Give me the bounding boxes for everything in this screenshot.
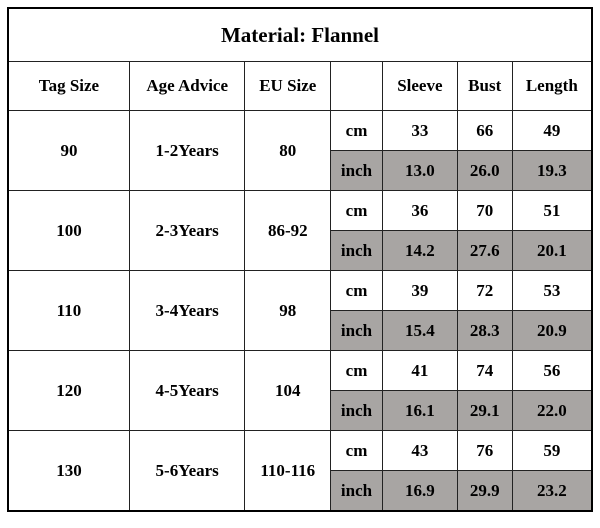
measure-cell: 41 [381, 350, 458, 391]
tag-size: 130 [7, 430, 130, 512]
measure-cell: 19.3 [511, 150, 593, 191]
header-cell: Length [511, 61, 593, 111]
eu-size: 104 [244, 350, 332, 431]
unit-cell: inch [330, 390, 383, 431]
eu-size: 80 [244, 110, 332, 191]
measure-cell: 13.0 [381, 150, 458, 191]
table-row: 110 3-4Years 98 cm 39 72 53 [7, 270, 593, 351]
measure-cell: 51 [511, 190, 593, 231]
tag-size: 110 [7, 270, 130, 351]
measure-cell: 14.2 [381, 230, 458, 271]
measure-cell: 16.9 [381, 470, 458, 512]
header-blank [330, 61, 383, 111]
eu-size: 98 [244, 270, 332, 351]
unit-cell: inch [330, 230, 383, 271]
unit-cell: cm [330, 110, 383, 151]
measure-cell: 23.2 [511, 470, 593, 512]
measure-cell: 70 [456, 190, 513, 231]
measure-cell: 20.9 [511, 310, 593, 351]
measure-cell: 20.1 [511, 230, 593, 271]
measure-cell: 26.0 [456, 150, 513, 191]
age-advice: 1-2Years [128, 110, 246, 191]
table-row: 90 1-2Years 80 cm 33 66 49 [7, 110, 593, 191]
unit-cell: cm [330, 430, 383, 471]
header-cell: Tag Size [7, 61, 130, 111]
table-row: 120 4-5Years 104 cm 41 74 56 [7, 350, 593, 431]
tag-size: 90 [7, 110, 130, 191]
measure-cell: 36 [381, 190, 458, 231]
measure-cell: 74 [456, 350, 513, 391]
unit-cell: cm [330, 350, 383, 391]
unit-cell: cm [330, 190, 383, 231]
measure-cell: 39 [381, 270, 458, 311]
tag-size: 120 [7, 350, 130, 431]
age-advice: 2-3Years [128, 190, 246, 271]
measure-cell: 16.1 [381, 390, 458, 431]
measure-cell: 56 [511, 350, 593, 391]
age-advice: 4-5Years [128, 350, 246, 431]
measure-cell: 76 [456, 430, 513, 471]
measure-cell: 28.3 [456, 310, 513, 351]
eu-size: 86-92 [244, 190, 332, 271]
measure-cell: 59 [511, 430, 593, 471]
measure-cell: 43 [381, 430, 458, 471]
unit-cell: inch [330, 310, 383, 351]
table-row: 100 2-3Years 86-92 cm 36 70 51 [7, 190, 593, 271]
measure-cell: 66 [456, 110, 513, 151]
unit-cell: inch [330, 470, 383, 512]
table-row: 130 5-6Years 110-116 cm 43 76 59 [7, 430, 593, 512]
unit-cell: cm [330, 270, 383, 311]
header-cell: Bust [456, 61, 513, 111]
age-advice: 5-6Years [128, 430, 246, 512]
measure-cell: 72 [456, 270, 513, 311]
header-cell: Sleeve [381, 61, 458, 111]
eu-size: 110-116 [244, 430, 332, 512]
measure-cell: 27.6 [456, 230, 513, 271]
size-table: Material: Flannel Tag Size Age Advice EU… [7, 7, 593, 512]
measure-cell: 15.4 [381, 310, 458, 351]
measure-cell: 29.9 [456, 470, 513, 512]
measure-cell: 22.0 [511, 390, 593, 431]
measure-cell: 33 [381, 110, 458, 151]
measure-cell: 53 [511, 270, 593, 311]
header-cell: Age Advice [128, 61, 246, 111]
tag-size: 100 [7, 190, 130, 271]
header-cell: EU Size [244, 61, 332, 111]
measure-cell: 29.1 [456, 390, 513, 431]
unit-cell: inch [330, 150, 383, 191]
measure-cell: 49 [511, 110, 593, 151]
age-advice: 3-4Years [128, 270, 246, 351]
table-title: Material: Flannel [7, 7, 593, 62]
